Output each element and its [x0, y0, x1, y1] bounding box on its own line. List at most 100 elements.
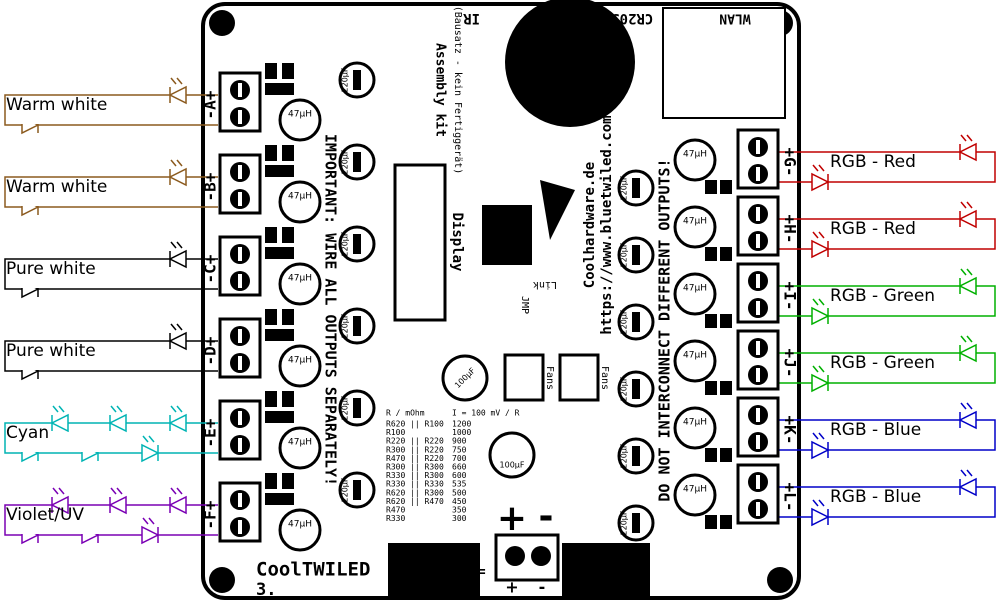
fans-label: Fans	[544, 366, 555, 390]
table-resistor: R330	[386, 514, 405, 523]
screw-slot	[238, 493, 242, 507]
diode-rays	[52, 487, 65, 495]
wire	[4, 258, 218, 290]
led-label: RGB - Blue	[830, 420, 921, 440]
table-resistor: R470	[386, 506, 405, 515]
board-version: 3.	[256, 580, 276, 600]
inductor-label: 47µH	[288, 520, 312, 530]
capacitor-label: 220µF	[620, 376, 629, 401]
diode-rays	[110, 405, 123, 413]
capacitor-pad	[632, 446, 640, 466]
table-current: 500	[452, 488, 467, 497]
component	[705, 314, 717, 328]
inductor-label: 47µH	[683, 485, 707, 495]
diode-rays	[170, 405, 183, 413]
diode	[168, 413, 187, 433]
capacitor-pad	[632, 513, 640, 533]
table-current: 1200	[452, 420, 471, 429]
diode	[168, 249, 187, 269]
big-plus: +	[497, 498, 527, 539]
diode	[50, 413, 69, 433]
table-current: 350	[452, 506, 467, 515]
diode-rays	[170, 77, 183, 85]
header	[562, 543, 650, 600]
table-current: 300	[452, 514, 467, 523]
diode	[108, 413, 127, 433]
led-label: RGB - Green	[830, 353, 935, 373]
led-label: RGB - Red	[830, 152, 916, 172]
screw-slot	[756, 167, 760, 181]
screw-slot	[756, 475, 760, 489]
capacitor-pad	[353, 234, 361, 254]
led-label: RGB - Red	[830, 219, 916, 239]
component	[265, 391, 277, 407]
led-label: Cyan	[6, 423, 49, 443]
display-label: Display	[449, 212, 465, 272]
diode-rays	[52, 405, 65, 413]
diode	[50, 495, 69, 515]
diode	[958, 343, 977, 363]
diode-rays	[812, 432, 825, 440]
display-connector	[393, 163, 447, 322]
logo	[540, 180, 575, 240]
component	[720, 381, 732, 395]
capacitor-pad	[632, 245, 640, 265]
channel-label: +L-	[781, 483, 800, 512]
table-resistor: R330 || R330	[386, 480, 444, 489]
screw-slot	[238, 438, 242, 452]
inductor	[278, 98, 322, 142]
table-resistor: R470 || R220	[386, 454, 444, 463]
capacitor-label: 100µF	[500, 461, 525, 470]
component	[265, 329, 294, 341]
wire	[778, 486, 996, 518]
diode	[811, 507, 830, 527]
inductor	[278, 262, 322, 306]
diode-rays	[170, 487, 183, 495]
component	[265, 411, 294, 423]
diode	[108, 495, 127, 515]
big-minus: -	[539, 496, 554, 537]
diode	[811, 306, 830, 326]
led-label: RGB - Blue	[830, 487, 921, 507]
inductor-label: 47µH	[288, 438, 312, 448]
led-label: Pure white	[6, 259, 96, 279]
capacitor-pad	[353, 480, 361, 500]
table-resistor: R330 || R300	[386, 471, 444, 480]
power-unit: DC	[452, 582, 469, 598]
inductor	[278, 344, 322, 388]
channel-label: -C+	[201, 254, 220, 283]
diode-rays	[960, 402, 973, 410]
component	[265, 165, 294, 177]
warning-left: IMPORTANT: WIRE ALL OUTPUTS SEPARATELY!	[322, 134, 340, 486]
label-bg	[6, 514, 118, 534]
inductor	[673, 272, 717, 316]
inductor	[278, 180, 322, 224]
label-bg	[6, 350, 118, 370]
inductor	[673, 406, 717, 450]
capacitor	[441, 354, 489, 402]
capacitor	[488, 431, 536, 479]
component	[265, 309, 277, 325]
inductor	[278, 426, 322, 470]
diode	[958, 142, 977, 162]
component	[720, 247, 732, 261]
fan-connector	[558, 353, 600, 402]
diode-rays	[960, 335, 973, 343]
channel-label: +G-	[781, 148, 800, 177]
link-label: Link	[533, 279, 557, 290]
diode	[168, 167, 187, 187]
power-label: 24V=	[452, 564, 486, 580]
table-resistor: R300 || R300	[386, 463, 444, 472]
diode	[168, 331, 187, 351]
table-resistor: R300 || R220	[386, 445, 444, 454]
chip	[482, 205, 532, 265]
screw-slot	[756, 502, 760, 516]
channel-label: -D+	[201, 336, 220, 365]
capacitor-label: 220µF	[341, 395, 350, 420]
screw-slot	[238, 110, 242, 124]
battery	[505, 0, 635, 127]
table-current: 660	[452, 463, 467, 472]
capacitor-pad	[632, 312, 640, 332]
channel-label: +H-	[781, 215, 800, 244]
diode-rays	[110, 487, 123, 495]
